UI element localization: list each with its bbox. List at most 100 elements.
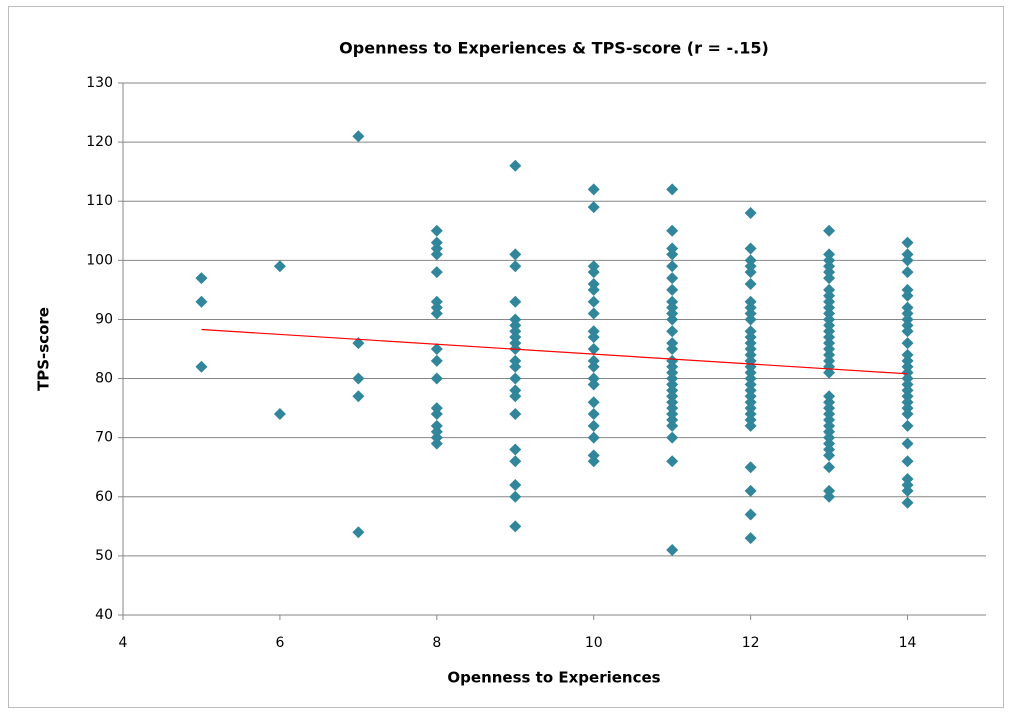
data-point (587, 431, 600, 444)
data-point (744, 484, 757, 497)
data-point (666, 325, 679, 338)
data-point (666, 183, 679, 196)
y-tick-label: 120 (86, 134, 113, 150)
data-point (587, 183, 600, 196)
data-point (666, 224, 679, 237)
x-tick-label: 4 (119, 635, 128, 651)
data-point (666, 248, 679, 261)
data-point (666, 419, 679, 432)
data-point (901, 496, 914, 509)
data-point (430, 437, 443, 450)
data-point (587, 343, 600, 355)
data-point (509, 248, 522, 261)
data-point (901, 236, 914, 249)
data-point (352, 372, 365, 385)
data-point (509, 159, 522, 172)
data-point (587, 331, 600, 344)
data-point (744, 207, 757, 220)
data-point (587, 360, 600, 373)
data-point (509, 295, 522, 308)
data-point (587, 419, 600, 432)
y-tick-label: 60 (95, 489, 113, 505)
data-point (901, 325, 914, 338)
data-point (587, 283, 600, 296)
y-axis-label: TPS-score (35, 307, 53, 391)
data-point (430, 372, 443, 385)
data-point (509, 478, 522, 491)
data-point (509, 260, 522, 273)
data-point (587, 295, 600, 308)
data-point (430, 307, 443, 320)
data-point (587, 455, 600, 468)
y-tick-label: 50 (95, 548, 113, 564)
data-point (352, 130, 365, 143)
data-point (666, 343, 679, 355)
data-point (901, 266, 914, 279)
data-point (901, 289, 914, 302)
data-point (587, 396, 600, 409)
data-point (587, 266, 600, 279)
data-point (587, 408, 600, 421)
data-point (195, 295, 208, 308)
data-point (666, 272, 679, 285)
x-tick-label: 12 (742, 635, 760, 651)
data-point (901, 419, 914, 432)
x-axis-label: Openness to Experiences (447, 669, 660, 687)
data-point (430, 248, 443, 261)
data-point (587, 378, 600, 391)
data-point (509, 390, 522, 403)
y-tick-label: 130 (86, 75, 113, 91)
data-point (823, 272, 836, 285)
data-point (823, 224, 836, 237)
data-point (901, 408, 914, 421)
x-tick-label: 8 (432, 635, 441, 651)
y-tick-label: 70 (95, 430, 113, 446)
data-point (509, 455, 522, 468)
data-point (430, 224, 443, 237)
data-point (823, 490, 836, 503)
data-point (744, 461, 757, 474)
data-point (509, 372, 522, 385)
data-point (509, 408, 522, 421)
data-point (587, 307, 600, 320)
y-tick-label: 80 (95, 371, 113, 387)
data-point (744, 242, 757, 255)
y-tick-label: 110 (86, 193, 113, 209)
data-point (430, 266, 443, 279)
data-point (195, 360, 208, 373)
data-point (430, 408, 443, 421)
data-point (901, 484, 914, 497)
data-point (430, 354, 443, 367)
data-point (901, 254, 914, 267)
data-point (901, 337, 914, 350)
chart-title: Openness to Experiences & TPS-score (r =… (339, 39, 769, 58)
data-point (666, 455, 679, 468)
x-tick-label: 10 (585, 635, 603, 651)
trendline (201, 328, 908, 375)
data-point (901, 437, 914, 450)
data-point (744, 277, 757, 290)
data-point (823, 461, 836, 474)
data-point (901, 455, 914, 468)
data-point (666, 431, 679, 444)
data-point (744, 532, 757, 545)
data-point (823, 449, 836, 462)
data-point (744, 508, 757, 521)
chart-border (8, 6, 1004, 708)
data-point (273, 408, 286, 421)
data-point (352, 526, 365, 539)
x-tick-label: 6 (275, 635, 284, 651)
data-point (744, 266, 757, 279)
data-point (195, 272, 208, 285)
y-tick-label: 40 (95, 607, 113, 623)
data-point (352, 390, 365, 403)
data-point (744, 419, 757, 432)
data-point (509, 490, 522, 503)
data-point (666, 313, 679, 326)
data-point (509, 520, 522, 533)
data-point (587, 201, 600, 214)
data-point (509, 443, 522, 456)
data-point (430, 343, 443, 355)
